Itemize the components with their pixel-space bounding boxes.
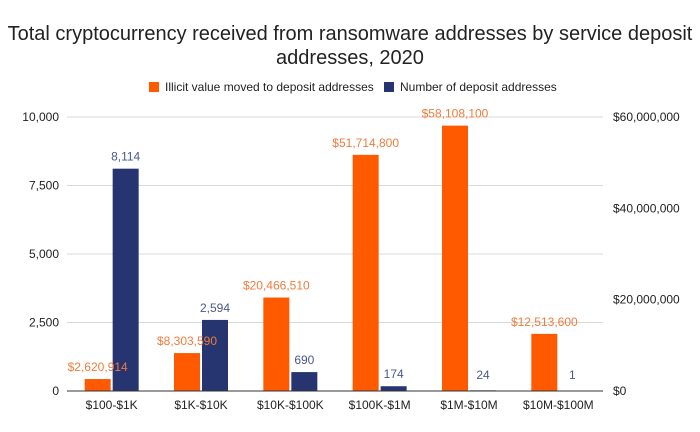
chart-title-line-2: addresses, 2020 [276, 47, 424, 69]
data-label-illicit-value: $51,714,800 [332, 136, 399, 150]
data-label-illicit-value: $2,620,914 [68, 360, 128, 374]
chart-title-line-1: Total cryptocurrency received from ranso… [8, 23, 693, 45]
x-axis-category-label: $1K-$10K [174, 398, 227, 412]
bar-illicit-value [352, 154, 379, 391]
bar-number-of-addresses [202, 319, 228, 391]
bar-illicit-value [84, 379, 111, 391]
legend-label-number-of-addresses: Number of deposit addresses [400, 80, 557, 94]
legend-label-illicit-value: Illicit value moved to deposit addresses [165, 80, 374, 94]
left-y-axis: 0 2,500 5,000 7,500 10,000 [22, 110, 59, 398]
gridlines [67, 116, 603, 323]
right-y-axis: $0 $20,000,000 $40,000,000 $60,000,000 [613, 110, 680, 398]
x-axis-category-label: $1M-$10M [440, 398, 497, 412]
bars [84, 125, 586, 391]
data-label-illicit-value: $12,513,600 [511, 315, 578, 329]
right-axis-tick-label: $0 [613, 384, 627, 398]
x-axis-category-label: $100-$1K [86, 398, 138, 412]
legend: Illicit value moved to deposit addresses… [149, 80, 557, 94]
bar-illicit-value [174, 353, 200, 391]
data-label-number-of-addresses: 24 [476, 368, 490, 382]
data-label-illicit-value: $58,108,100 [422, 107, 489, 121]
right-axis-tick-label: $20,000,000 [613, 293, 680, 307]
bar-number-of-addresses [291, 372, 318, 391]
bar-illicit-value [531, 333, 558, 391]
left-axis-tick-label: 0 [52, 384, 59, 398]
data-label-number-of-addresses: 8,114 [111, 150, 140, 164]
bar-number-of-addresses [112, 168, 139, 391]
legend-swatch-illicit-value [149, 82, 159, 92]
data-labels: $2,620,914 8,114 $8,303,590 2,594 $20,466,51… [68, 107, 578, 382]
left-axis-tick-label: 2,500 [29, 316, 59, 330]
data-label-illicit-value: $20,466,510 [243, 279, 310, 293]
x-axis-category-label: $10M-$100M [523, 398, 594, 412]
left-axis-tick-label: 7,500 [29, 179, 59, 193]
legend-swatch-number-of-addresses [384, 82, 394, 92]
data-label-number-of-addresses: 174 [384, 367, 404, 381]
x-axis-category-label: $10K-$100K [257, 398, 324, 412]
x-axis-categories: $100-$1K $1K-$10K $10K-$100K $100K-$1M $1M-$… [86, 398, 594, 412]
right-axis-tick-label: $60,000,000 [613, 110, 680, 124]
data-label-number-of-addresses: 1 [569, 368, 576, 382]
data-label-number-of-addresses: 2,594 [200, 301, 230, 315]
data-label-number-of-addresses: 690 [294, 353, 314, 367]
bar-illicit-value [263, 297, 290, 391]
x-axis-category-label: $100K-$1M [349, 398, 411, 412]
left-axis-tick-label: 10,000 [22, 110, 59, 124]
right-axis-tick-label: $40,000,000 [613, 201, 680, 215]
bar-illicit-value [442, 125, 468, 391]
left-axis-tick-label: 5,000 [29, 247, 59, 261]
bar-number-of-addresses [380, 386, 407, 391]
data-label-illicit-value: $8,303,590 [157, 334, 217, 348]
